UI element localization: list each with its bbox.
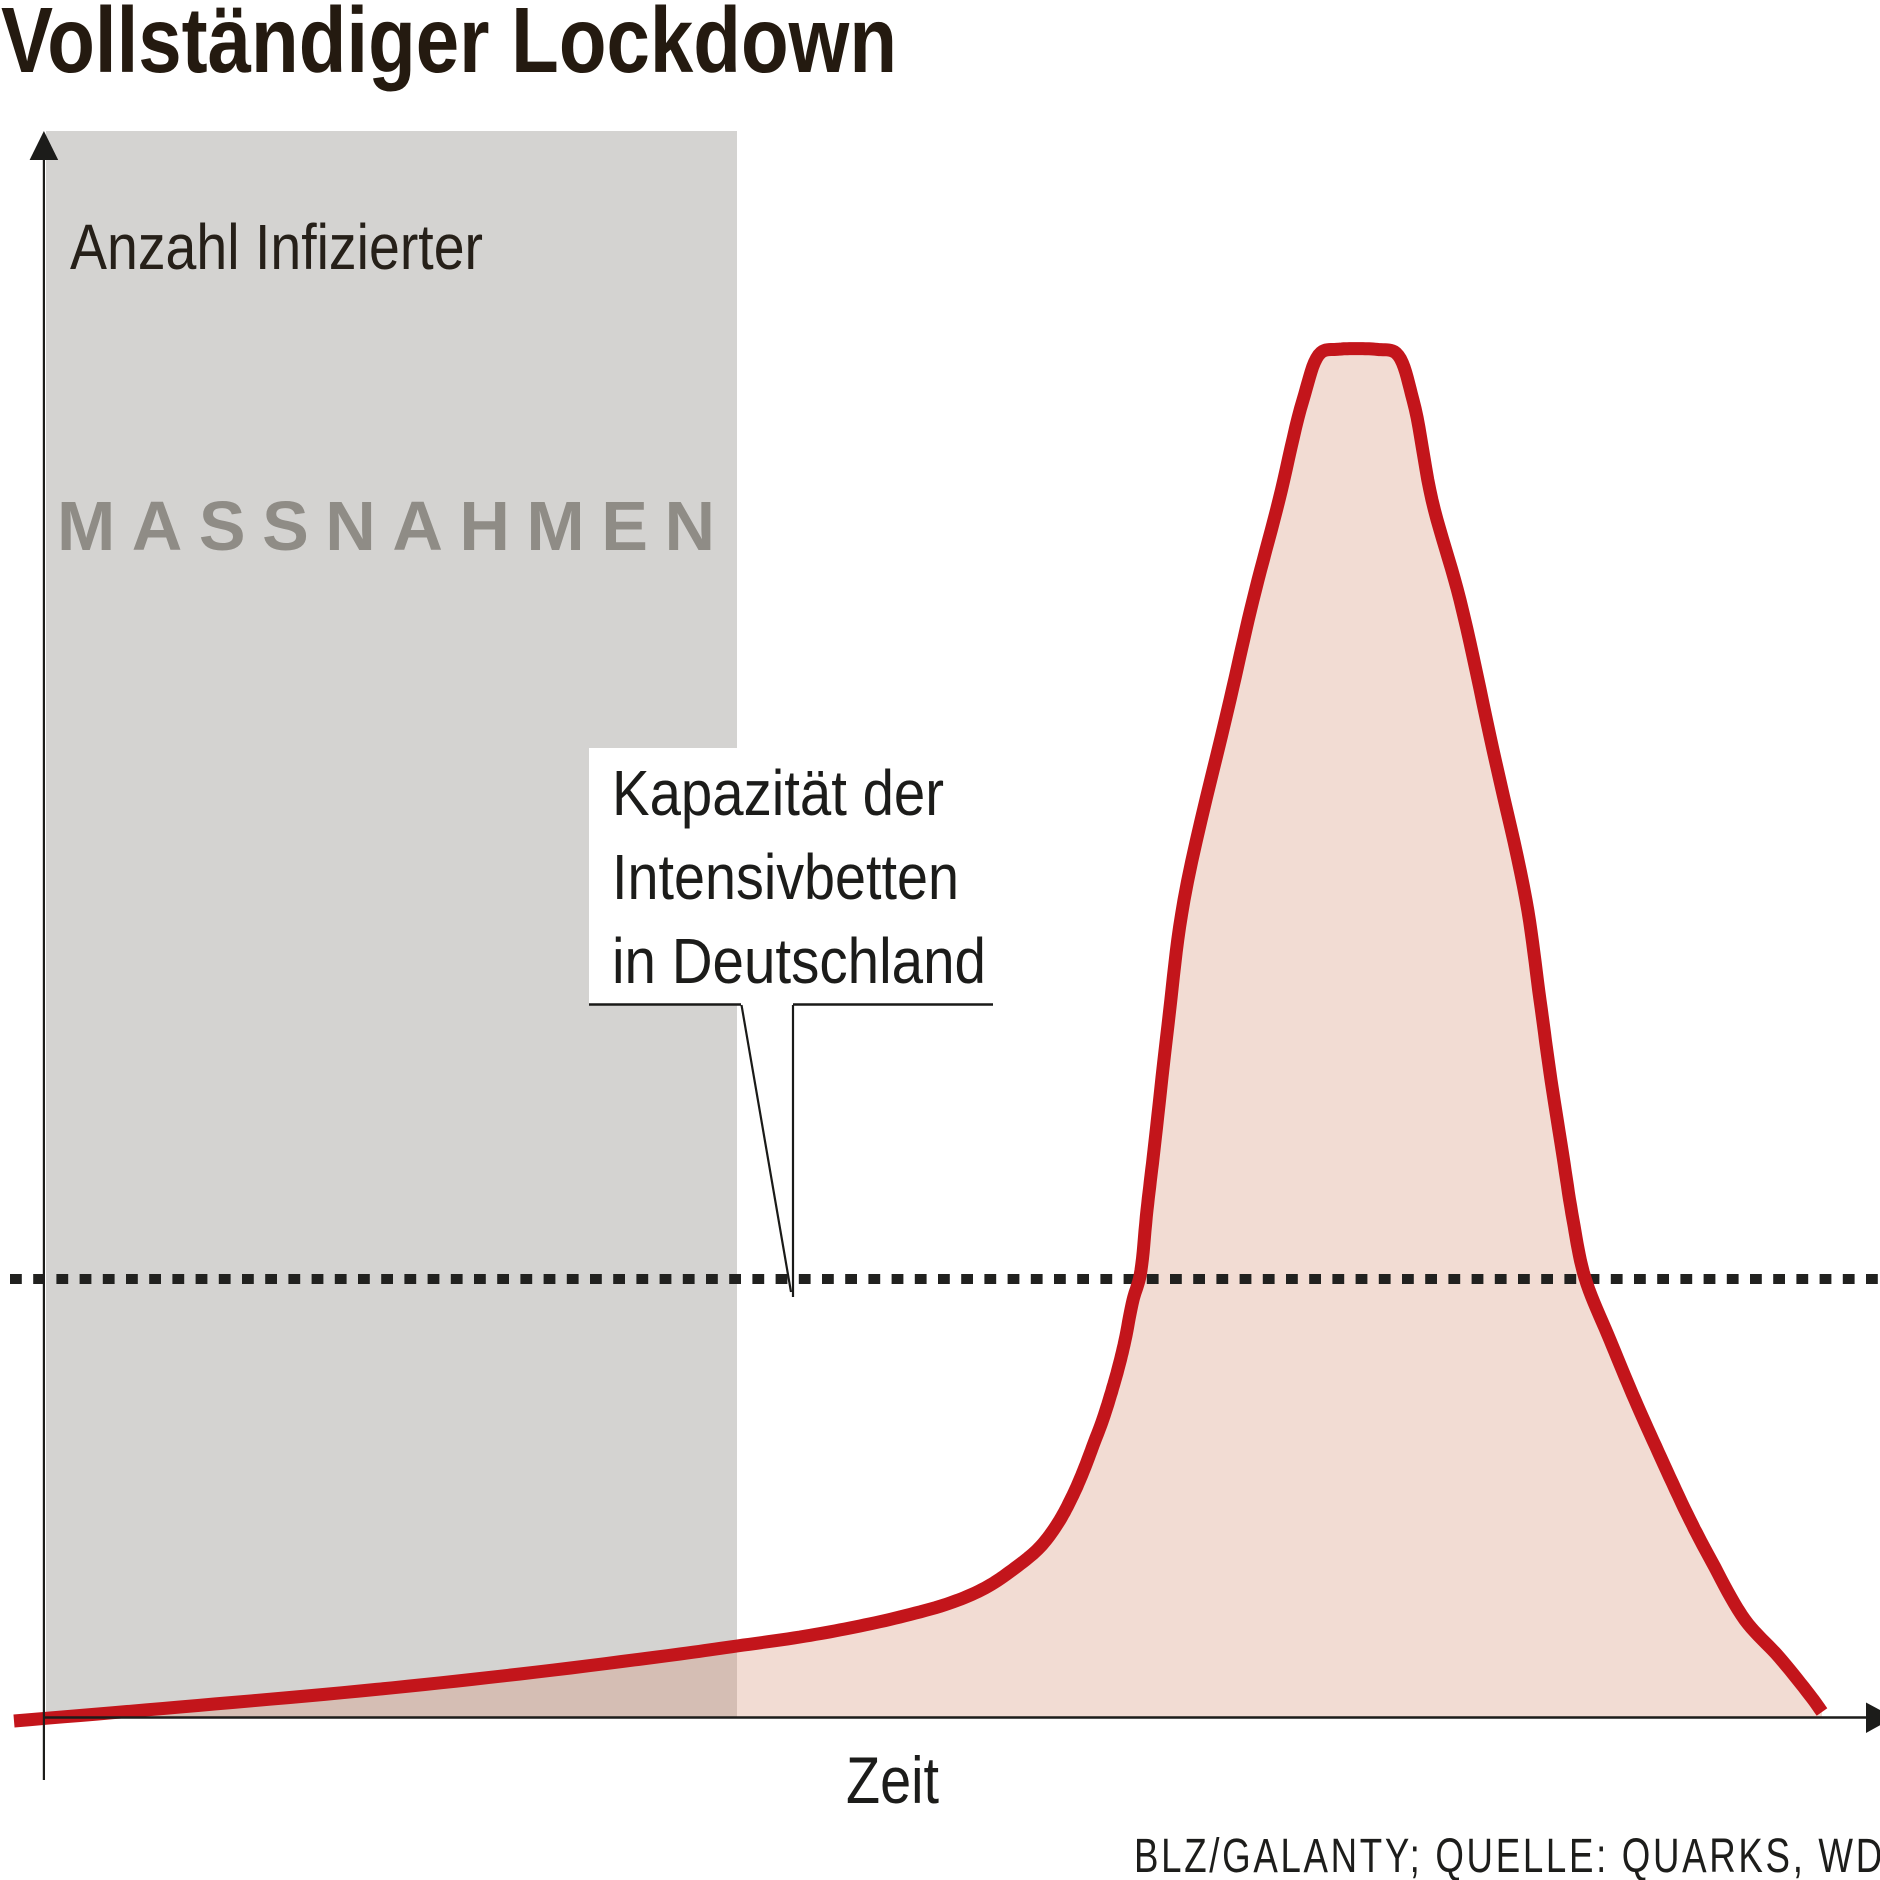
svg-text:Intensivbetten: Intensivbetten bbox=[612, 841, 959, 913]
svg-text:Vollständiger Lockdown: Vollständiger Lockdown bbox=[1, 0, 897, 92]
svg-text:Kapazität der: Kapazität der bbox=[612, 757, 944, 829]
svg-text:Anzahl Infizierter: Anzahl Infizierter bbox=[70, 211, 483, 283]
svg-text:BLZ/GALANTY; QUELLE: QUARKS, W: BLZ/GALANTY; QUELLE: QUARKS, WDR bbox=[1134, 1830, 1880, 1880]
svg-text:Zeit: Zeit bbox=[846, 1743, 939, 1817]
svg-text:in Deutschland: in Deutschland bbox=[612, 925, 986, 997]
